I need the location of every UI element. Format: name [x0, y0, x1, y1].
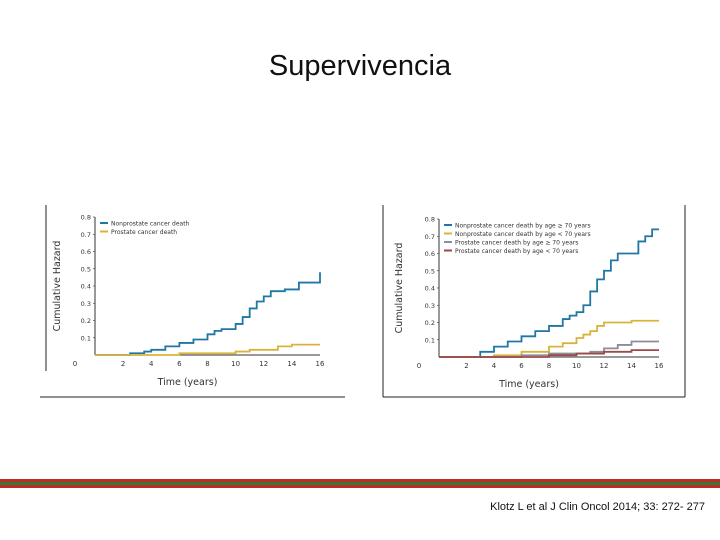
- left-xtick-label: 14: [287, 360, 296, 368]
- left-xtick-label: 8: [205, 360, 209, 368]
- right-legend-label: Prostate cancer death by age < 70 years: [455, 248, 578, 255]
- left-ylabel: Cumulative Hazard: [52, 241, 63, 332]
- right-ylabel: Cumulative Hazard: [394, 243, 405, 334]
- right-legend-label: Prostate cancer death by age ≥ 70 years: [455, 239, 578, 246]
- left-xtick-label: 12: [259, 360, 268, 368]
- citation: Klotz L et al J Clin Oncol 2014; 33: 272…: [490, 501, 705, 513]
- chart-right-frame: [382, 205, 686, 398]
- left-xtick-label: 4: [149, 360, 154, 368]
- chart-left-svg: 0.1 0.2 0.3 0.4 0.5 0.6 0.7 0.8 0 2 4 6 8 10 12 14 16 Tim…: [40, 205, 345, 398]
- left-series-line-2: [95, 343, 320, 356]
- left-ytick-label: 0.6: [81, 248, 91, 256]
- left-xlabel: Time (years): [157, 377, 218, 388]
- right-legend-label: Nonprostate cancer death by age < 70 yea…: [455, 231, 591, 238]
- right-xtick-label: 0: [417, 362, 421, 370]
- left-xtick-label: 2: [121, 360, 125, 368]
- right-series-line-4: [439, 349, 659, 358]
- right-xtick-label: 16: [655, 362, 664, 370]
- right-ytick-label: 0.1: [425, 336, 435, 344]
- left-xtick-label: 16: [316, 360, 325, 368]
- left-xtick-label: 0: [73, 360, 77, 368]
- right-xtick-label: 10: [572, 362, 581, 370]
- chart-left-frame: [40, 205, 345, 398]
- right-ytick-label: 0.6: [425, 250, 435, 258]
- left-xtick-label: 10: [231, 360, 240, 368]
- right-ytick-label: 0.3: [425, 302, 435, 310]
- left-legend-label: Nonprostate cancer death: [111, 220, 190, 227]
- left-ytick-label: 0.5: [81, 265, 91, 273]
- stripe-green: [0, 482, 720, 485]
- chart-right: 0.1 0.2 0.3 0.4 0.5 0.6 0.7 0.8 0 2 4 6 8 10 12 14 16 Tim…: [382, 203, 686, 399]
- right-xtick-label: 4: [492, 362, 497, 370]
- right-ytick-label: 0.7: [425, 233, 435, 241]
- stripe-red-bottom: [0, 485, 720, 488]
- left-ytick-label: 0.4: [81, 283, 91, 291]
- stripe-red-top: [0, 479, 720, 482]
- left-ytick-label: 0.3: [81, 300, 91, 308]
- chart-left: 0.1 0.2 0.3 0.4 0.5 0.6 0.7 0.8 0 2 4 6 8 10 12 14 16 Tim…: [40, 203, 345, 399]
- right-xtick-label: 8: [547, 362, 551, 370]
- left-ytick-label: 0.2: [81, 317, 91, 325]
- right-ytick-label: 0.8: [425, 216, 435, 224]
- left-xtick-label: 6: [177, 360, 182, 368]
- slide-title: Supervivencia: [268, 50, 452, 82]
- right-xtick-label: 14: [627, 362, 636, 370]
- left-ytick-label: 0.1: [81, 334, 91, 342]
- right-series-line-1: [439, 228, 659, 358]
- right-xtick-label: 12: [600, 362, 609, 370]
- right-ytick-label: 0.2: [425, 319, 435, 327]
- left-series-line-1: [95, 272, 321, 356]
- left-ytick-label: 0.7: [81, 231, 91, 239]
- left-legend-label: Prostate cancer death: [111, 229, 177, 236]
- right-legend-label: Nonprostate cancer death by age ≥ 70 yea…: [455, 222, 591, 229]
- right-xtick-label: 2: [464, 362, 468, 370]
- left-ytick-label: 0.8: [81, 214, 91, 222]
- right-ytick-label: 0.5: [425, 267, 435, 275]
- right-xtick-label: 6: [519, 362, 524, 370]
- right-ytick-label: 0.4: [425, 285, 435, 293]
- right-series-line-2: [439, 319, 659, 358]
- chart-right-svg: 0.1 0.2 0.3 0.4 0.5 0.6 0.7 0.8 0 2 4 6 8 10 12 14 16 Tim…: [382, 205, 686, 398]
- right-xlabel: Time (years): [498, 379, 559, 390]
